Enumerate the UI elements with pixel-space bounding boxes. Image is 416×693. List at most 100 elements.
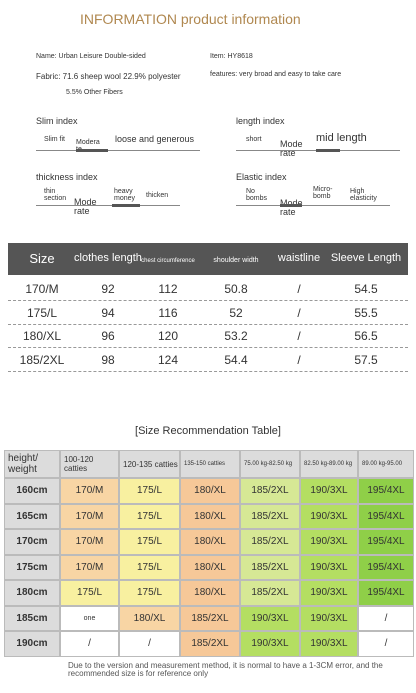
index-option: Mode rate [74,197,97,217]
rec-cell: 180/XL [180,529,240,555]
title: INFORMATION product information [80,12,301,27]
rec-cell: 180/XL [119,605,180,631]
size-cell: 185/2XL [19,352,65,367]
scale-highlight [112,204,140,207]
size-header: waistline [277,252,321,265]
rec-cell: 175/L [60,580,119,606]
rec-cell: 180/XL [180,580,240,606]
size-cell: 124 [157,352,179,367]
size-cell: 112 [158,282,178,296]
index-option: Micro-bomb [313,186,333,201]
rec-height: 185cm [4,605,60,631]
rec-cell: / [358,631,414,657]
rec-cell: 185/2XL [240,529,300,555]
scale-highlight [316,149,340,152]
rec-header: 120-135 catties [119,450,180,478]
size-cell: / [297,329,301,343]
item: Item: HY8618 [210,53,253,60]
rec-cell: 175/L [119,580,180,606]
index-option: thin section [44,188,67,203]
size-header-band [8,243,408,275]
rec-cell: / [358,605,414,631]
rec-cell: 170/M [60,529,119,555]
index-option: Mode rate [280,139,303,159]
size-header: Size [29,251,55,267]
size-cell: 52 [229,305,243,320]
index-option: thicken [146,192,169,199]
index-title: Elastic index [236,172,287,182]
index-option: No bombs [246,188,268,203]
size-cell: 175/L [26,305,58,320]
title-accent: INFORMATION [80,11,177,27]
size-header: clothes length [74,252,142,265]
row-divider [8,370,408,372]
rec-cell: 190/3XL [300,554,358,580]
size-cell: 170/M [25,282,59,296]
rec-cell: 190/3XL [300,503,358,529]
fabric-more: 5.5% Other Fibers [66,89,123,96]
rec-cell: 195/4XL [358,580,414,606]
rec-cell: 175/L [119,478,180,504]
size-cell: 98 [101,352,115,367]
size-cell: 92 [101,282,115,296]
scale-line [36,150,200,151]
size-header: shoulder width [213,257,259,265]
size-cell: 120 [157,329,179,343]
rec-cell: 190/3XL [300,478,358,504]
rec-cell: 190/3XL [300,605,358,631]
rec-height: 175cm [4,554,60,580]
size-cell: 50.8 [224,282,248,296]
index-option: High elasticity [350,188,377,203]
rec-header: 135-150 catties [180,450,240,478]
index-option: heavy money [114,188,136,203]
size-cell: / [297,305,301,320]
features: features: very broad and easy to take ca… [210,71,342,78]
scale-line [236,205,390,206]
note: Due to the version and measurement metho… [68,661,383,679]
rec-cell: 190/3XL [240,605,300,631]
index-title: length index [236,116,285,126]
rec-cell: 170/M [60,554,119,580]
rec-cell: 190/3XL [300,580,358,606]
size-cell: / [297,282,301,296]
rec-cell: 175/L [119,503,180,529]
size-cell: 180/XL [22,329,62,343]
rec-cell: / [60,631,119,657]
rec-cell: 180/XL [180,503,240,529]
rec-cell: 170/M [60,503,119,529]
rec-height: 165cm [4,503,60,529]
rec-cell: / [119,631,180,657]
rec-cell: 185/2XL [240,554,300,580]
fabric: Fabric: 71.6 sheep wool 22.9% polyester [36,72,181,81]
index-option: Mode rate [280,198,303,218]
index-option: Slim fit [44,136,65,143]
rec-cell: 175/L [119,554,180,580]
size-cell: 94 [101,305,115,320]
rec-cell: 185/2XL [240,478,300,504]
row-divider [8,300,408,301]
rec-height: 170cm [4,529,60,555]
rec-cell: 195/4XL [358,503,414,529]
rec-header: 100-120 catties [60,450,119,478]
rec-header: height/ weight [4,450,60,478]
rec-header: 75.00 kg-82.50 kg [240,450,300,478]
scale-line [36,205,180,206]
size-cell: 55.5 [354,305,378,320]
rec-cell: 190/3XL [300,529,358,555]
size-cell: / [297,352,301,367]
rec-height: 180cm [4,580,60,606]
rec-cell: 195/4XL [358,478,414,504]
rec-header: 89.00 kg-95.00 [358,450,414,478]
row-divider [8,347,408,348]
rec-height: 190cm [4,631,60,657]
rec-cell: 195/4XL [358,529,414,555]
rec-cell: 185/2XL [240,503,300,529]
index-option: loose and generous [115,134,195,144]
rec-cell: one [60,605,119,631]
index-option: short [246,136,262,143]
title-text: product information [180,11,301,27]
rec-cell: 190/3XL [300,631,358,657]
rec-header: 82.50 kg-89.00 kg [300,450,358,478]
size-header: Sleeve Length [330,252,402,265]
